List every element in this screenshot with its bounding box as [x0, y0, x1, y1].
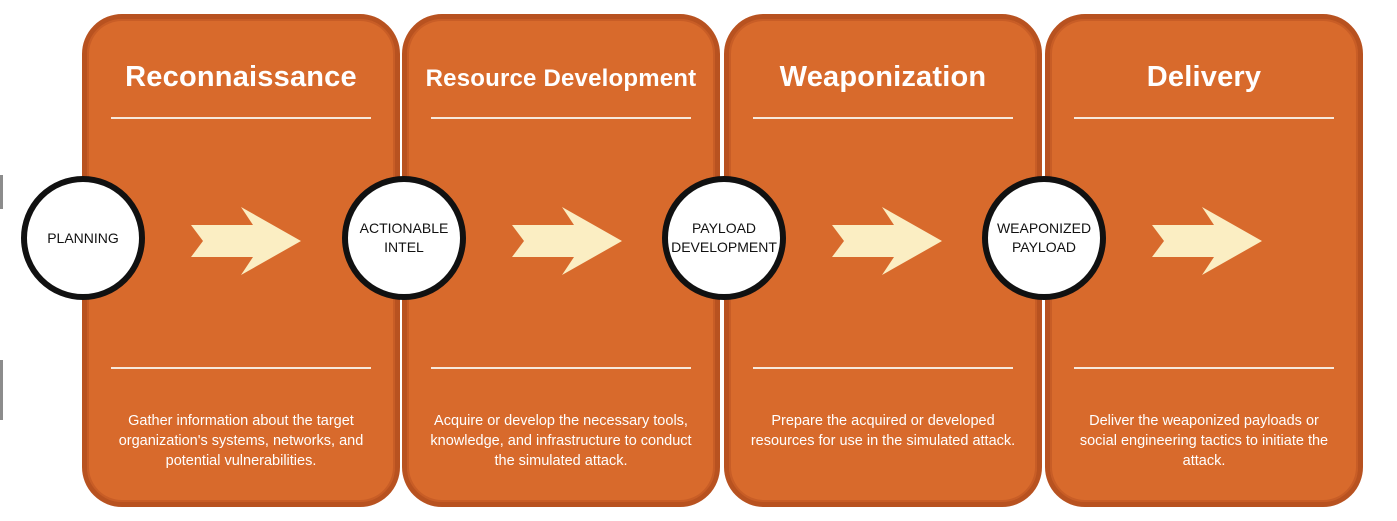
title-divider	[753, 117, 1013, 119]
title-divider	[431, 117, 691, 119]
title-divider	[111, 117, 371, 119]
description-divider	[1074, 367, 1334, 369]
right-arrow-icon	[1152, 207, 1262, 275]
stage-title: Delivery	[1146, 61, 1262, 93]
title-divider	[1074, 117, 1334, 119]
description-divider	[753, 367, 1013, 369]
stage-title: Resource Development	[425, 65, 697, 92]
node-label: PAYLOAD DEVELOPMENT	[671, 220, 777, 255]
stage-description: Prepare the acquired or developed resour…	[750, 413, 1016, 449]
node-planning: PLANNING	[21, 176, 145, 300]
description-divider	[431, 367, 691, 369]
stage-description: Acquire or develop the necessary tools, …	[430, 413, 692, 469]
node-actionable-intel: ACTIONABLE INTEL	[342, 176, 466, 300]
node-label: ACTIONABLE INTEL	[359, 220, 449, 255]
right-arrow-icon	[512, 207, 622, 275]
stage-description: Deliver the weaponized payloads or socia…	[1079, 413, 1329, 469]
node-weaponized-payload: WEAPONIZED PAYLOAD	[982, 176, 1106, 300]
stage-title: Weaponization	[779, 61, 987, 93]
description-divider	[111, 367, 371, 369]
left-edge-mark	[0, 360, 3, 420]
node-label: WEAPONIZED PAYLOAD	[996, 220, 1092, 255]
node-payload-development: PAYLOAD DEVELOPMENT	[662, 176, 786, 300]
stage-title: Reconnaissance	[125, 61, 357, 93]
node-label: PLANNING	[47, 229, 119, 246]
stage-description: Gather information about the target orga…	[118, 413, 364, 469]
right-arrow-icon	[191, 207, 301, 275]
left-edge-mark	[0, 175, 3, 209]
right-arrow-icon	[832, 207, 942, 275]
